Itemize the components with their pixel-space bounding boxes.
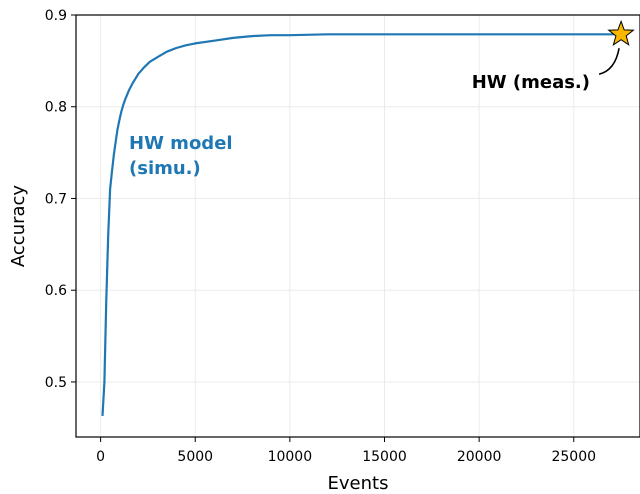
x-axis-label: Events bbox=[328, 473, 389, 494]
x-tick-label: 5000 bbox=[177, 449, 213, 465]
y-axis-label: Accuracy bbox=[8, 185, 29, 268]
y-axis: 0.5 0.6 0.7 0.8 0.9 bbox=[45, 8, 76, 391]
y-tick-label: 0.7 bbox=[45, 191, 67, 207]
x-axis: 0 5000 10000 15000 20000 25000 bbox=[96, 437, 596, 465]
point-layer bbox=[607, 19, 635, 46]
y-tick-label: 0.6 bbox=[45, 283, 67, 299]
x-tick-label: 25000 bbox=[551, 449, 596, 465]
hw-measured-star-marker bbox=[607, 19, 635, 46]
y-tick-label: 0.8 bbox=[45, 100, 67, 116]
annotation-arrow bbox=[598, 48, 620, 76]
plot-frame bbox=[75, 14, 640, 438]
series-layer bbox=[101, 33, 622, 416]
x-tick-label: 20000 bbox=[457, 449, 502, 465]
annotation-hw-model-line1: HW model bbox=[129, 133, 233, 154]
y-tick-label: 0.9 bbox=[45, 8, 67, 24]
annotation-hw-meas: HW (meas.) bbox=[472, 72, 590, 93]
x-tick-label: 10000 bbox=[268, 449, 313, 465]
x-tick-label: 0 bbox=[96, 449, 105, 465]
y-tick-label: 0.5 bbox=[45, 375, 67, 391]
x-tick-label: 15000 bbox=[362, 449, 407, 465]
series-line-hw-model bbox=[101, 33, 622, 416]
annotation-hw-model-line2: (simu.) bbox=[129, 158, 201, 179]
